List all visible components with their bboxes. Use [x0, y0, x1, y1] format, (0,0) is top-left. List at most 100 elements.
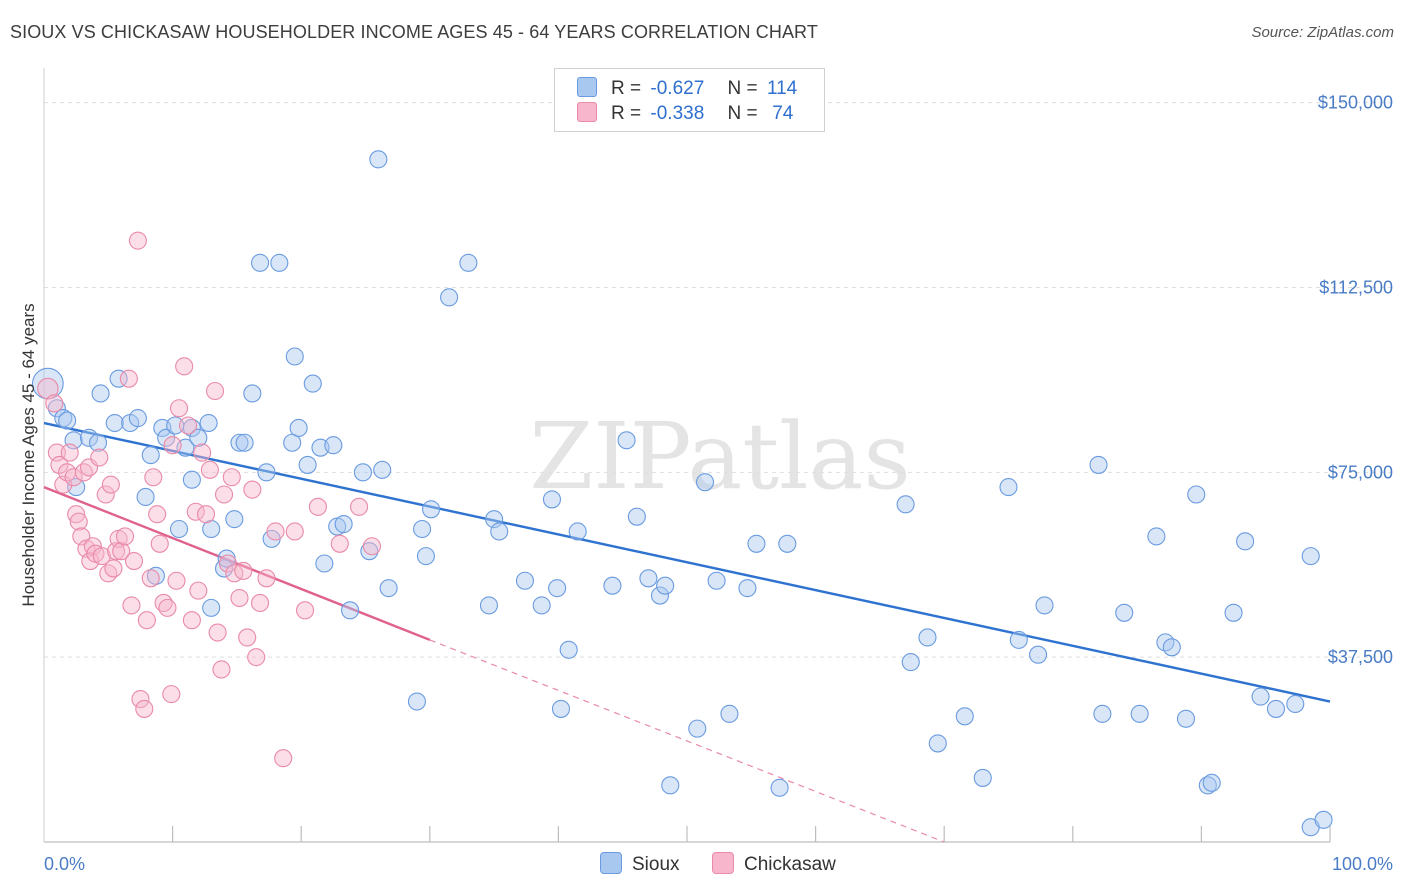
point-sioux — [747, 534, 766, 553]
x-tick-labels: 0.0% 100.0% — [44, 854, 1393, 874]
point-chickasaw — [119, 369, 138, 388]
point-sioux — [955, 707, 974, 726]
point-sioux — [379, 579, 398, 598]
point-sioux — [778, 534, 797, 553]
point-chickasaw — [175, 357, 194, 376]
point-sioux — [479, 596, 499, 615]
legend-n-label: N = — [727, 103, 758, 124]
point-chickasaw — [212, 660, 231, 679]
point-chickasaw — [60, 443, 79, 462]
legend-n-label: N = — [727, 78, 758, 99]
point-chickasaw — [148, 505, 167, 524]
point-chickasaw — [350, 497, 369, 516]
bottom-legend-swatch-sioux — [600, 852, 622, 874]
point-sioux — [257, 463, 276, 482]
point-sioux — [1224, 603, 1243, 622]
point-chickasaw — [362, 537, 381, 556]
y-axis-title: Householder Income Ages 45 - 64 years — [19, 303, 38, 606]
point-chickasaw — [141, 569, 160, 588]
point-sioux — [1286, 694, 1305, 714]
point-chickasaw — [92, 547, 111, 566]
point-sioux — [289, 418, 308, 438]
point-sioux — [303, 374, 322, 393]
point-chickasaw — [83, 537, 102, 556]
point-sioux — [182, 470, 201, 489]
point-chickasaw — [37, 377, 59, 400]
point-sioux — [559, 640, 578, 659]
point-chickasaw — [128, 231, 147, 250]
point-sioux — [617, 431, 636, 450]
point-sioux — [225, 510, 244, 529]
point-sioux — [285, 347, 304, 366]
point-sioux — [603, 576, 622, 595]
point-chickasaw — [158, 598, 177, 617]
correlation-legend: R = -0.627 N = 114 R = -0.338 N = 74 — [554, 68, 825, 132]
point-sioux — [373, 460, 392, 479]
y-tick-label: $37,500 — [1328, 647, 1393, 667]
point-chickasaw — [115, 527, 135, 546]
point-sioux — [548, 579, 567, 598]
point-sioux — [627, 507, 646, 526]
point-chickasaw — [74, 463, 93, 482]
point-sioux — [661, 776, 680, 795]
point-chickasaw — [101, 475, 120, 494]
point-sioux — [1115, 603, 1134, 622]
x-tick-label: 0.0% — [44, 854, 85, 874]
point-sioux — [146, 566, 165, 585]
point-chickasaw — [234, 561, 253, 580]
point-chickasaw — [296, 601, 315, 620]
legend-n-value: 74 — [766, 103, 794, 124]
point-sioux — [459, 253, 478, 272]
point-chickasaw — [167, 571, 186, 590]
point-chickasaw — [247, 648, 266, 667]
legend-swatch-chickasaw — [577, 102, 597, 122]
point-sioux — [270, 253, 289, 272]
point-chickasaw — [112, 542, 131, 561]
legend-row-chickasaw: R = -0.338 N = 74 — [577, 102, 793, 128]
point-chickasaw — [208, 623, 227, 642]
point-sioux — [1093, 704, 1112, 723]
point-sioux — [1314, 810, 1333, 829]
point-chickasaw — [266, 522, 285, 541]
point-chickasaw — [135, 699, 154, 718]
point-sioux — [1029, 645, 1048, 664]
point-sioux — [1147, 527, 1166, 546]
point-sioux — [695, 473, 715, 492]
point-chickasaw — [169, 399, 189, 418]
point-chickasaw — [150, 534, 169, 553]
point-sioux — [199, 413, 218, 433]
point-sioux — [1202, 773, 1221, 792]
point-sioux — [650, 586, 670, 605]
point-sioux — [568, 522, 587, 541]
point-sioux — [1266, 699, 1286, 718]
point-chickasaw — [182, 611, 201, 630]
point-chickasaw — [144, 468, 163, 487]
bottom-legend-swatch-chickasaw — [712, 852, 734, 874]
point-chickasaw — [238, 628, 257, 647]
point-sioux — [440, 288, 459, 307]
point-sioux — [1187, 485, 1206, 504]
point-sioux — [341, 601, 360, 620]
point-sioux — [1251, 687, 1270, 706]
point-sioux — [1035, 596, 1054, 615]
legend-r-label: R = — [611, 78, 642, 99]
point-sioux — [136, 487, 155, 507]
point-sioux — [413, 519, 432, 539]
point-chickasaw — [50, 455, 69, 474]
y-tick-label: $112,500 — [1319, 277, 1393, 297]
point-sioux — [128, 409, 147, 428]
axes — [43, 68, 1331, 843]
legend-r-value: -0.627 — [650, 78, 705, 99]
point-sioux — [1301, 547, 1320, 566]
bottom-legend-sioux: Sioux — [600, 852, 680, 876]
point-chickasaw — [90, 448, 109, 467]
point-sioux — [141, 446, 160, 465]
point-chickasaw — [330, 534, 349, 553]
point-sioux — [298, 455, 317, 474]
point-sioux — [88, 433, 108, 452]
point-chickasaw — [189, 581, 208, 600]
point-sioux — [928, 734, 947, 753]
point-sioux — [1236, 532, 1255, 551]
point-sioux — [688, 719, 707, 738]
